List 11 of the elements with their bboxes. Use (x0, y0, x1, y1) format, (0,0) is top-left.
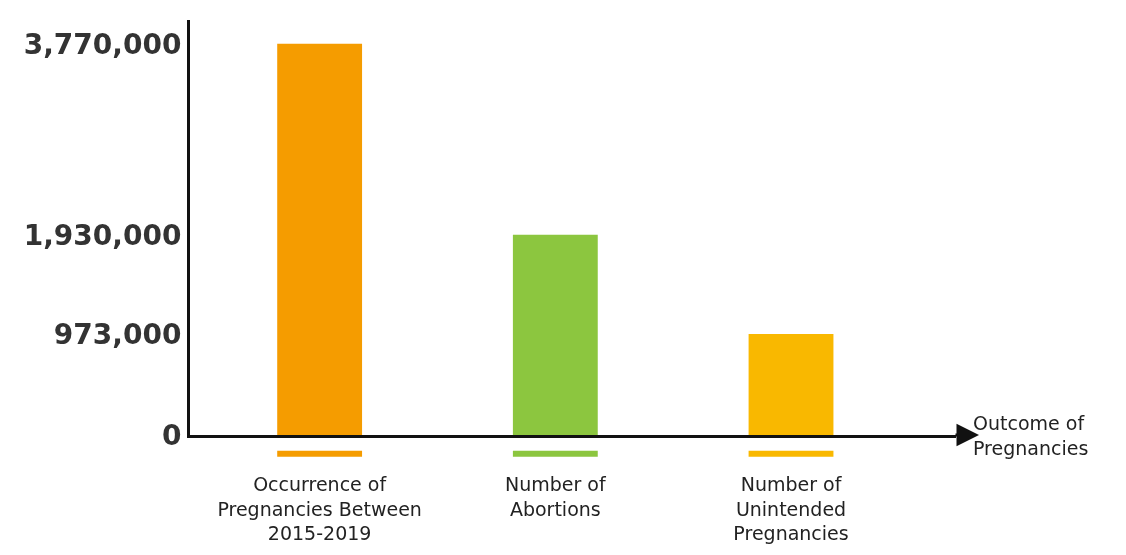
x-tick-label: Number of Unintended Pregnancies (733, 472, 849, 545)
x-tick-label: Occurrence of Pregnancies Between 2015-2019 (217, 472, 422, 545)
x-tick-label: Number of Abortions (504, 472, 607, 520)
bar (277, 43, 363, 435)
bar (512, 234, 598, 435)
x-axis-title: Outcome of Pregnancies (973, 412, 1089, 459)
bar (748, 334, 834, 435)
y-tick-label: 973,000 (53, 317, 182, 351)
y-tick-label: 0 (161, 418, 182, 452)
y-tick-label: 3,770,000 (23, 27, 182, 61)
y-tick-label: 1,930,000 (23, 218, 182, 252)
